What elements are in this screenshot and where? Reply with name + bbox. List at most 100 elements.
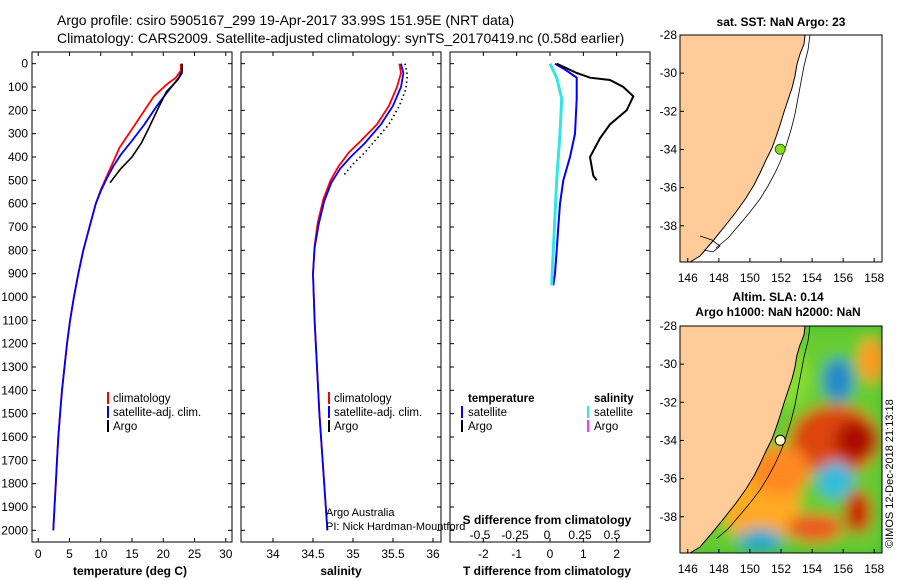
sst-map-ytick-label: -36 <box>660 181 678 195</box>
credit-line-2: PI: Nick Hardman-Mountford <box>326 521 465 533</box>
sla-title-line-2: Argo h1000: NaN h2000: NaN <box>695 305 860 319</box>
depth-tick-label: 700 <box>8 220 28 234</box>
difference-xtick-label: -2 <box>478 547 489 561</box>
depth-tick-label: 1700 <box>1 453 28 467</box>
sst-map-ytick-label: -38 <box>660 219 678 233</box>
sst-map-title: sat. SST: NaN Argo: 23 <box>717 15 846 29</box>
difference-xtick-label: 1 <box>580 547 587 561</box>
difference-series-temperature-argo <box>556 62 635 181</box>
temperature-xtick-label: 0 <box>35 547 42 561</box>
temperature-legend: climatology satellite-adj. clim. Argo <box>107 392 201 433</box>
salinity-series-satellite-adj-clim- <box>312 63 405 531</box>
imos-stamp: ©IMOS 12-Dec-2018 21:13:18 <box>884 399 896 548</box>
land-mass <box>680 326 806 553</box>
sla-map-xtick-label: 146 <box>678 562 698 576</box>
temperature-xtick-label: 10 <box>94 547 108 561</box>
sla-map-ytick-label: -30 <box>660 357 678 371</box>
depth-tick-label: 0 <box>21 57 28 71</box>
sla-map-ytick-label: -36 <box>660 472 678 486</box>
sst-map-xtick-label: 158 <box>864 271 884 285</box>
sla-map-xtick-label: 154 <box>802 562 822 576</box>
sla-map-ytick-label: -32 <box>660 395 678 409</box>
difference-xtick-label: -1 <box>511 547 522 561</box>
difference-series-salinity-satellite <box>548 63 564 286</box>
sla-map-xtick-label: 148 <box>709 562 729 576</box>
depth-tick-label: 200 <box>8 103 28 117</box>
legend-satellite: satellite-adj. clim. <box>113 407 201 419</box>
temperature-xlabel: temperature (deg C) <box>73 564 187 578</box>
temperature-axes <box>31 51 233 543</box>
difference-xtick-label: 2 <box>613 547 620 561</box>
depth-tick-label: 1400 <box>1 383 28 397</box>
salinity-xtick-label: 34 <box>266 547 280 561</box>
difference-s-tick-label: -0.25 <box>501 528 529 542</box>
sla-map-ytick-label: -34 <box>660 433 678 447</box>
legend-s-argo: Argo <box>594 421 618 433</box>
temperature-series-argo <box>109 63 183 184</box>
difference-s-tick-label: -0.5 <box>470 528 491 542</box>
difference-series-temperature-satellite <box>552 62 578 286</box>
depth-tick-label: 1000 <box>1 290 28 304</box>
depth-tick-label: 2000 <box>1 523 28 537</box>
difference-s-tick-label: 0 <box>544 528 551 542</box>
temperature-panel: 0 5 10 15 20 25 30 temperature (deg C) climato… <box>31 51 233 578</box>
legend-salinity-title: salinity <box>594 393 634 405</box>
salinity-series-climatology <box>312 63 402 531</box>
sla-map: Altim. SLA: 0.14 Argo h1000: NaN h2000: … <box>660 290 885 576</box>
argo-location-marker <box>774 143 786 155</box>
temperature-xtick-label: 30 <box>219 547 233 561</box>
salinity-xtick-label: 36 <box>426 547 440 561</box>
difference-axes <box>449 51 651 543</box>
depth-tick-label: 400 <box>8 150 28 164</box>
temperature-xtick-label: 15 <box>125 547 139 561</box>
sst-map-xtick-label: 156 <box>833 271 853 285</box>
sst-map-ytick-label: -34 <box>660 142 678 156</box>
sst-map-ytick-label: -32 <box>660 104 678 118</box>
sla-map-xtick-label: 152 <box>771 562 791 576</box>
land-mass <box>680 35 806 262</box>
difference-s-tick-label: 0.25 <box>568 528 592 542</box>
depth-axis-labels: 0 100 200 300 400 500 600 700 800 900 1000 1100 1200… <box>1 57 28 538</box>
sla-field <box>680 326 882 553</box>
sst-map-xtick-label: 154 <box>802 271 822 285</box>
salinity-legend: climatology satellite-adj. clim. Argo <box>328 392 422 433</box>
depth-tick-label: 300 <box>8 127 28 141</box>
legend-t-satellite: satellite <box>468 407 507 419</box>
legend-temperature-title: temperature <box>468 393 534 405</box>
depth-tick-label: 600 <box>8 197 28 211</box>
salinity-xtick-label: 35.5 <box>381 547 405 561</box>
depth-tick-label: 1800 <box>1 477 28 491</box>
salinity-panel: 34 34.5 35 35.5 36 salinity climatology sate… <box>240 51 465 578</box>
legend-argo: Argo <box>113 421 137 433</box>
salinity-axes <box>240 51 442 543</box>
legend-satellite: satellite-adj. clim. <box>334 407 422 419</box>
legend-climatology: climatology <box>334 393 392 405</box>
depth-tick-label: 800 <box>8 243 28 257</box>
depth-tick-label: 100 <box>8 80 28 94</box>
sst-map-ytick-label: -30 <box>660 66 678 80</box>
difference-xtick-label: 0 <box>547 547 554 561</box>
argo-location-marker <box>774 434 786 446</box>
difference-legend-salinity: salinity satellite Argo <box>587 393 634 433</box>
temperature-series-climatology <box>52 63 182 531</box>
sst-map-xtick-label: 150 <box>740 271 760 285</box>
sst-map: sat. SST: NaN Argo: 23 146 148 150 152 154 15… <box>660 15 885 285</box>
legend-s-satellite: satellite <box>594 407 633 419</box>
depth-tick-label: 500 <box>8 173 28 187</box>
title-line-2: Climatology: CARS2009. Satellite-adjuste… <box>57 30 624 46</box>
legend-argo: Argo <box>334 421 358 433</box>
temperature-xtick-label: 5 <box>66 547 73 561</box>
credit-line-1: Argo Australia <box>326 507 395 519</box>
title-line-1: Argo profile: csiro 5905167_299 19-Apr-2… <box>57 12 514 28</box>
sst-map-xtick-label: 152 <box>771 271 791 285</box>
sla-map-ytick-label: -28 <box>660 319 678 333</box>
depth-tick-label: 1300 <box>1 360 28 374</box>
s-difference-xlabel: S difference from climatology <box>463 513 632 527</box>
sla-map-xtick-label: 156 <box>833 562 853 576</box>
isobath-coastal <box>699 235 721 253</box>
salinity-xtick-label: 34.5 <box>301 547 325 561</box>
depth-tick-label: 1100 <box>2 313 28 327</box>
sla-title-line-1: Altim. SLA: 0.14 <box>732 290 824 304</box>
depth-tick-label: 1900 <box>1 500 28 514</box>
